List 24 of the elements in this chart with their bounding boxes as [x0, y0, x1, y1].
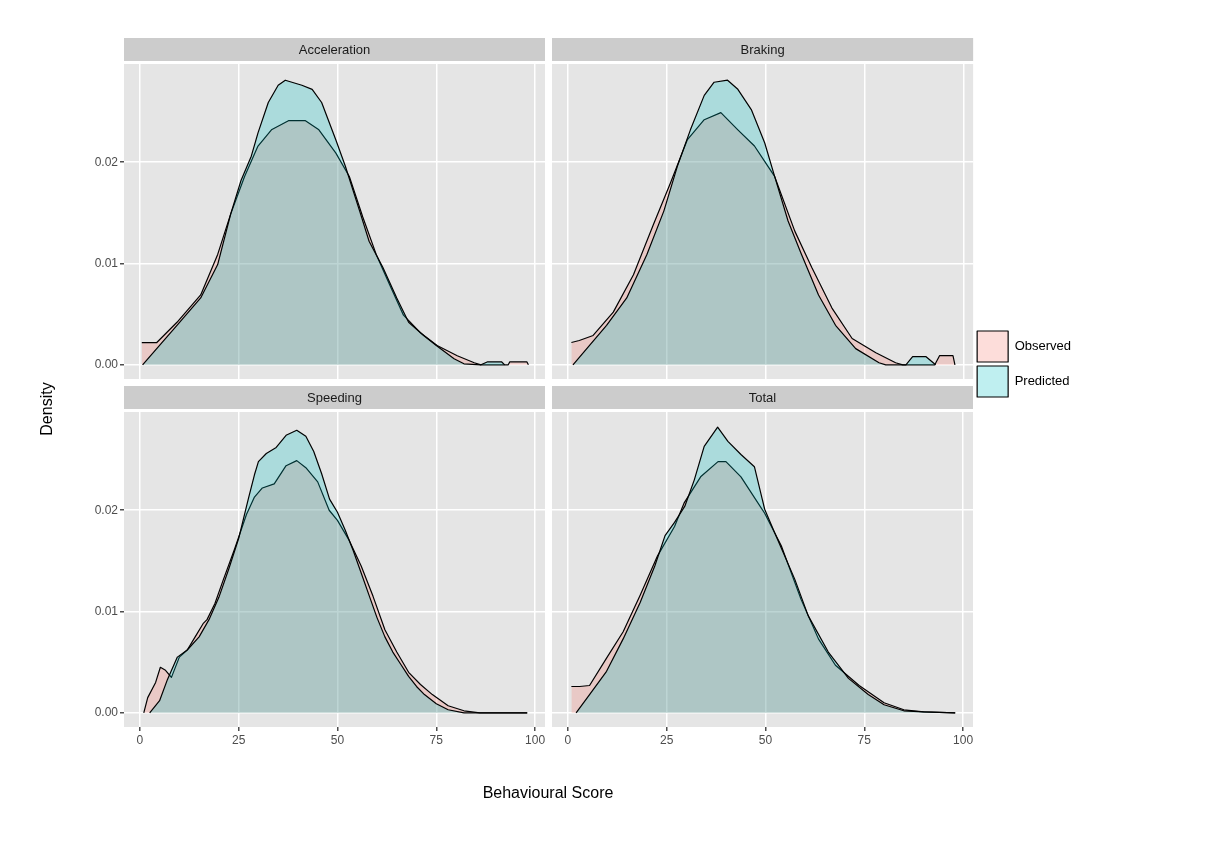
- y-tick-label: 0.00: [94, 705, 119, 720]
- x-tick-label: 0: [136, 732, 144, 747]
- x-tick-label: 75: [857, 732, 872, 747]
- legend-label: Predicted: [1014, 373, 1070, 389]
- y-tick-label: 0.00: [94, 357, 119, 372]
- x-axis-title: Behavioural Score: [482, 784, 614, 802]
- x-tick-label: 50: [758, 732, 773, 747]
- x-tick-label: 100: [953, 732, 974, 747]
- y-tick-label: 0.01: [94, 255, 119, 270]
- y-axis-title: Density: [37, 382, 56, 436]
- chart-title: Acceleration: [298, 41, 371, 57]
- x-tick-label: 25: [231, 732, 246, 747]
- y-tick-label: 0.02: [94, 154, 119, 169]
- x-tick-label: 25: [659, 732, 674, 747]
- y-tick-label: 0.02: [94, 502, 119, 517]
- chart-title: Total: [748, 389, 777, 405]
- x-tick-label: 0: [564, 732, 572, 747]
- legend-label: Observed: [1014, 338, 1072, 354]
- x-tick-label: 50: [330, 732, 345, 747]
- y-tick-label: 0.01: [94, 603, 119, 618]
- chart-title: Braking: [740, 41, 785, 57]
- x-tick-label: 100: [525, 732, 546, 747]
- x-tick-label: 75: [429, 732, 444, 747]
- chart-title: Speeding: [307, 389, 362, 405]
